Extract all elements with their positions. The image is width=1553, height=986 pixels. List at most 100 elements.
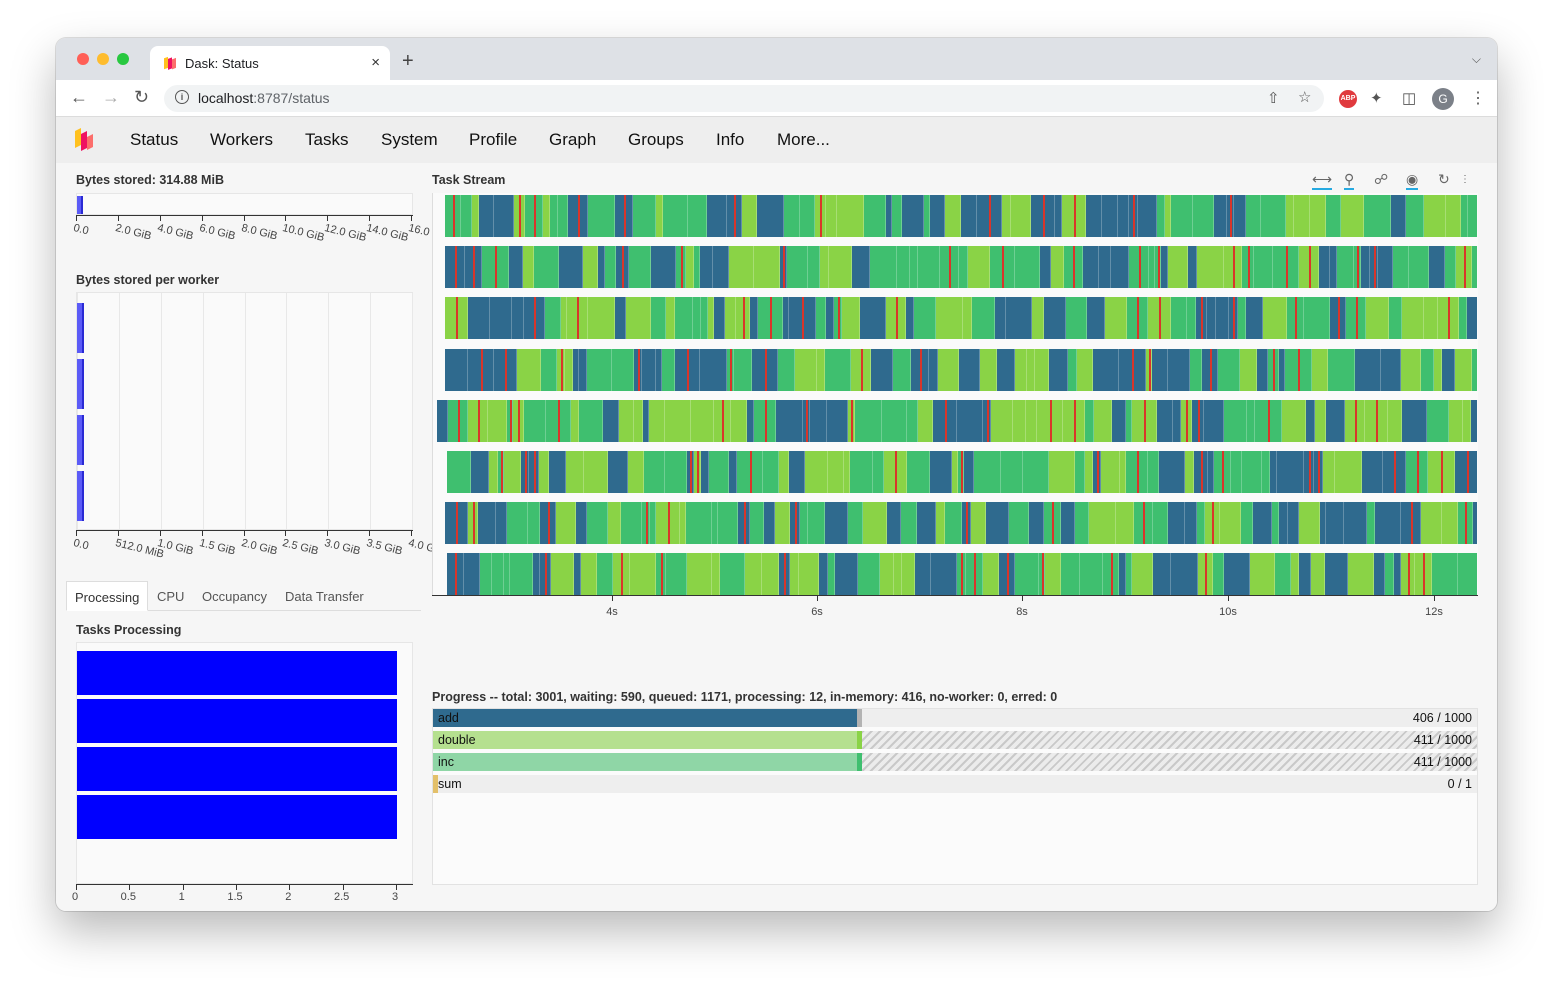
tab-data-transfer[interactable]: Data Transfer <box>285 589 364 604</box>
bytes-stored-plot[interactable] <box>76 193 413 215</box>
processing-bar <box>77 651 397 695</box>
axis-tick <box>289 885 291 890</box>
reset-tool-icon[interactable]: ↻ <box>1438 171 1450 187</box>
browser-menu-icon[interactable]: ⋮ <box>1470 90 1486 107</box>
new-tab-button[interactable]: + <box>402 50 414 72</box>
task-block <box>971 502 986 545</box>
adblock-extension-icon[interactable]: ABP <box>1339 90 1357 108</box>
task-block <box>701 297 708 340</box>
minimize-window-button[interactable] <box>97 53 109 65</box>
nav-system[interactable]: System <box>381 130 438 149</box>
axis-tick-label: 0 <box>71 891 79 903</box>
transfer-mark <box>1198 399 1200 442</box>
progress-fill <box>433 731 857 749</box>
task-block <box>734 348 752 391</box>
transfer-mark <box>1309 451 1311 493</box>
nav-tasks[interactable]: Tasks <box>305 130 349 149</box>
task-block <box>1246 195 1261 237</box>
task-block <box>1310 195 1326 237</box>
tab-occupancy[interactable]: Occupancy <box>202 589 268 604</box>
task-block <box>1374 553 1385 595</box>
maximize-window-button[interactable] <box>117 53 129 65</box>
task-block <box>1112 399 1126 442</box>
task-block <box>1157 195 1165 237</box>
nav-workers[interactable]: Workers <box>210 130 273 149</box>
side-panel-icon[interactable]: ◫ <box>1402 90 1417 107</box>
task-block <box>686 502 712 545</box>
task-block <box>1119 553 1126 595</box>
axis-tick-label: 14.0 GiB <box>365 222 410 245</box>
toolbar-grip-icon[interactable]: ⋮ <box>1460 174 1470 185</box>
task-block <box>1335 451 1362 493</box>
progress-count: 0 / 1 <box>1447 777 1472 791</box>
share-icon[interactable]: ⇧ <box>1267 90 1280 107</box>
task-block <box>549 451 566 493</box>
close-window-button[interactable] <box>77 53 89 65</box>
bookmark-star-icon[interactable]: ☆ <box>1298 89 1312 106</box>
task-block <box>1348 553 1374 595</box>
task-block <box>731 399 747 442</box>
task-block <box>579 399 603 442</box>
hover-tool-icon[interactable]: ◉ <box>1406 171 1419 190</box>
back-arrow-icon[interactable]: ← <box>70 87 88 107</box>
task-block <box>523 246 534 289</box>
site-info-icon[interactable]: i <box>175 90 189 104</box>
extensions-puzzle-icon[interactable]: ✦ <box>1370 90 1383 107</box>
nav-status[interactable]: Status <box>130 130 179 149</box>
browser-window: Dask: Status × + ⌵ ← → ↻ i localhost:878… <box>56 38 1497 911</box>
nav-graph[interactable]: Graph <box>549 130 597 149</box>
task-block <box>1442 502 1458 545</box>
worker-bytes-bar <box>77 303 84 353</box>
forward-arrow-icon[interactable]: → <box>102 87 120 107</box>
pan-tool-icon[interactable]: ⟷ <box>1312 171 1333 190</box>
task-block <box>691 399 714 442</box>
transfer-mark <box>895 451 897 493</box>
task-block <box>938 348 959 391</box>
task-block <box>1257 348 1268 391</box>
tab-cpu[interactable]: CPU <box>157 589 185 604</box>
wheel-zoom-tool-icon[interactable]: ☍ <box>1374 171 1389 187</box>
tab-processing[interactable]: Processing <box>66 581 148 611</box>
nav-profile[interactable]: Profile <box>469 130 518 149</box>
grid-line <box>160 293 162 529</box>
task-block <box>930 195 945 237</box>
task-block <box>1388 399 1402 442</box>
progress-row[interactable]: inc 411 / 1000 <box>433 753 1477 771</box>
task-block <box>447 451 471 493</box>
progress-row[interactable]: sum 0 / 1 <box>433 775 1477 793</box>
task-block <box>1075 502 1089 545</box>
box-zoom-tool-icon[interactable]: ⚲ <box>1344 171 1355 190</box>
transfer-mark <box>1357 246 1359 289</box>
transfer-mark <box>1318 451 1320 493</box>
transfer-mark <box>1002 246 1004 289</box>
task-block <box>1344 502 1367 545</box>
task-block <box>745 553 762 595</box>
url-path: :8787/status <box>253 90 330 106</box>
reload-icon[interactable]: ↻ <box>134 87 150 107</box>
task-block <box>986 502 1009 545</box>
transfer-mark <box>1097 451 1099 493</box>
tab-search-chevron-icon[interactable]: ⌵ <box>1471 52 1481 66</box>
task-block <box>1171 553 1198 595</box>
progress-edge <box>433 775 438 793</box>
task-block <box>1381 348 1401 391</box>
nav-info[interactable]: Info <box>716 130 745 149</box>
progress-row[interactable]: add 406 / 1000 <box>433 709 1477 727</box>
progress-row[interactable]: double 411 / 1000 <box>433 731 1477 749</box>
task-block <box>1231 451 1242 493</box>
tasks-processing-plot[interactable] <box>76 642 413 884</box>
profile-avatar[interactable]: G <box>1432 88 1454 110</box>
task-block <box>826 297 834 340</box>
browser-tab[interactable]: Dask: Status × <box>150 46 390 80</box>
tab-close-icon[interactable]: × <box>371 54 380 71</box>
transfer-mark <box>1159 297 1161 340</box>
dask-logo-icon[interactable] <box>72 125 98 153</box>
nav-groups[interactable]: Groups <box>628 130 684 149</box>
address-bar[interactable]: i localhost:8787/status ⇧ ☆ <box>164 85 1324 112</box>
task-stream-plot[interactable] <box>432 193 1478 595</box>
task-block <box>507 502 528 545</box>
task-block <box>1015 246 1040 289</box>
transfer-mark <box>1394 451 1396 493</box>
nav-more[interactable]: More... <box>777 130 830 149</box>
bytes-per-worker-plot[interactable] <box>76 292 413 530</box>
